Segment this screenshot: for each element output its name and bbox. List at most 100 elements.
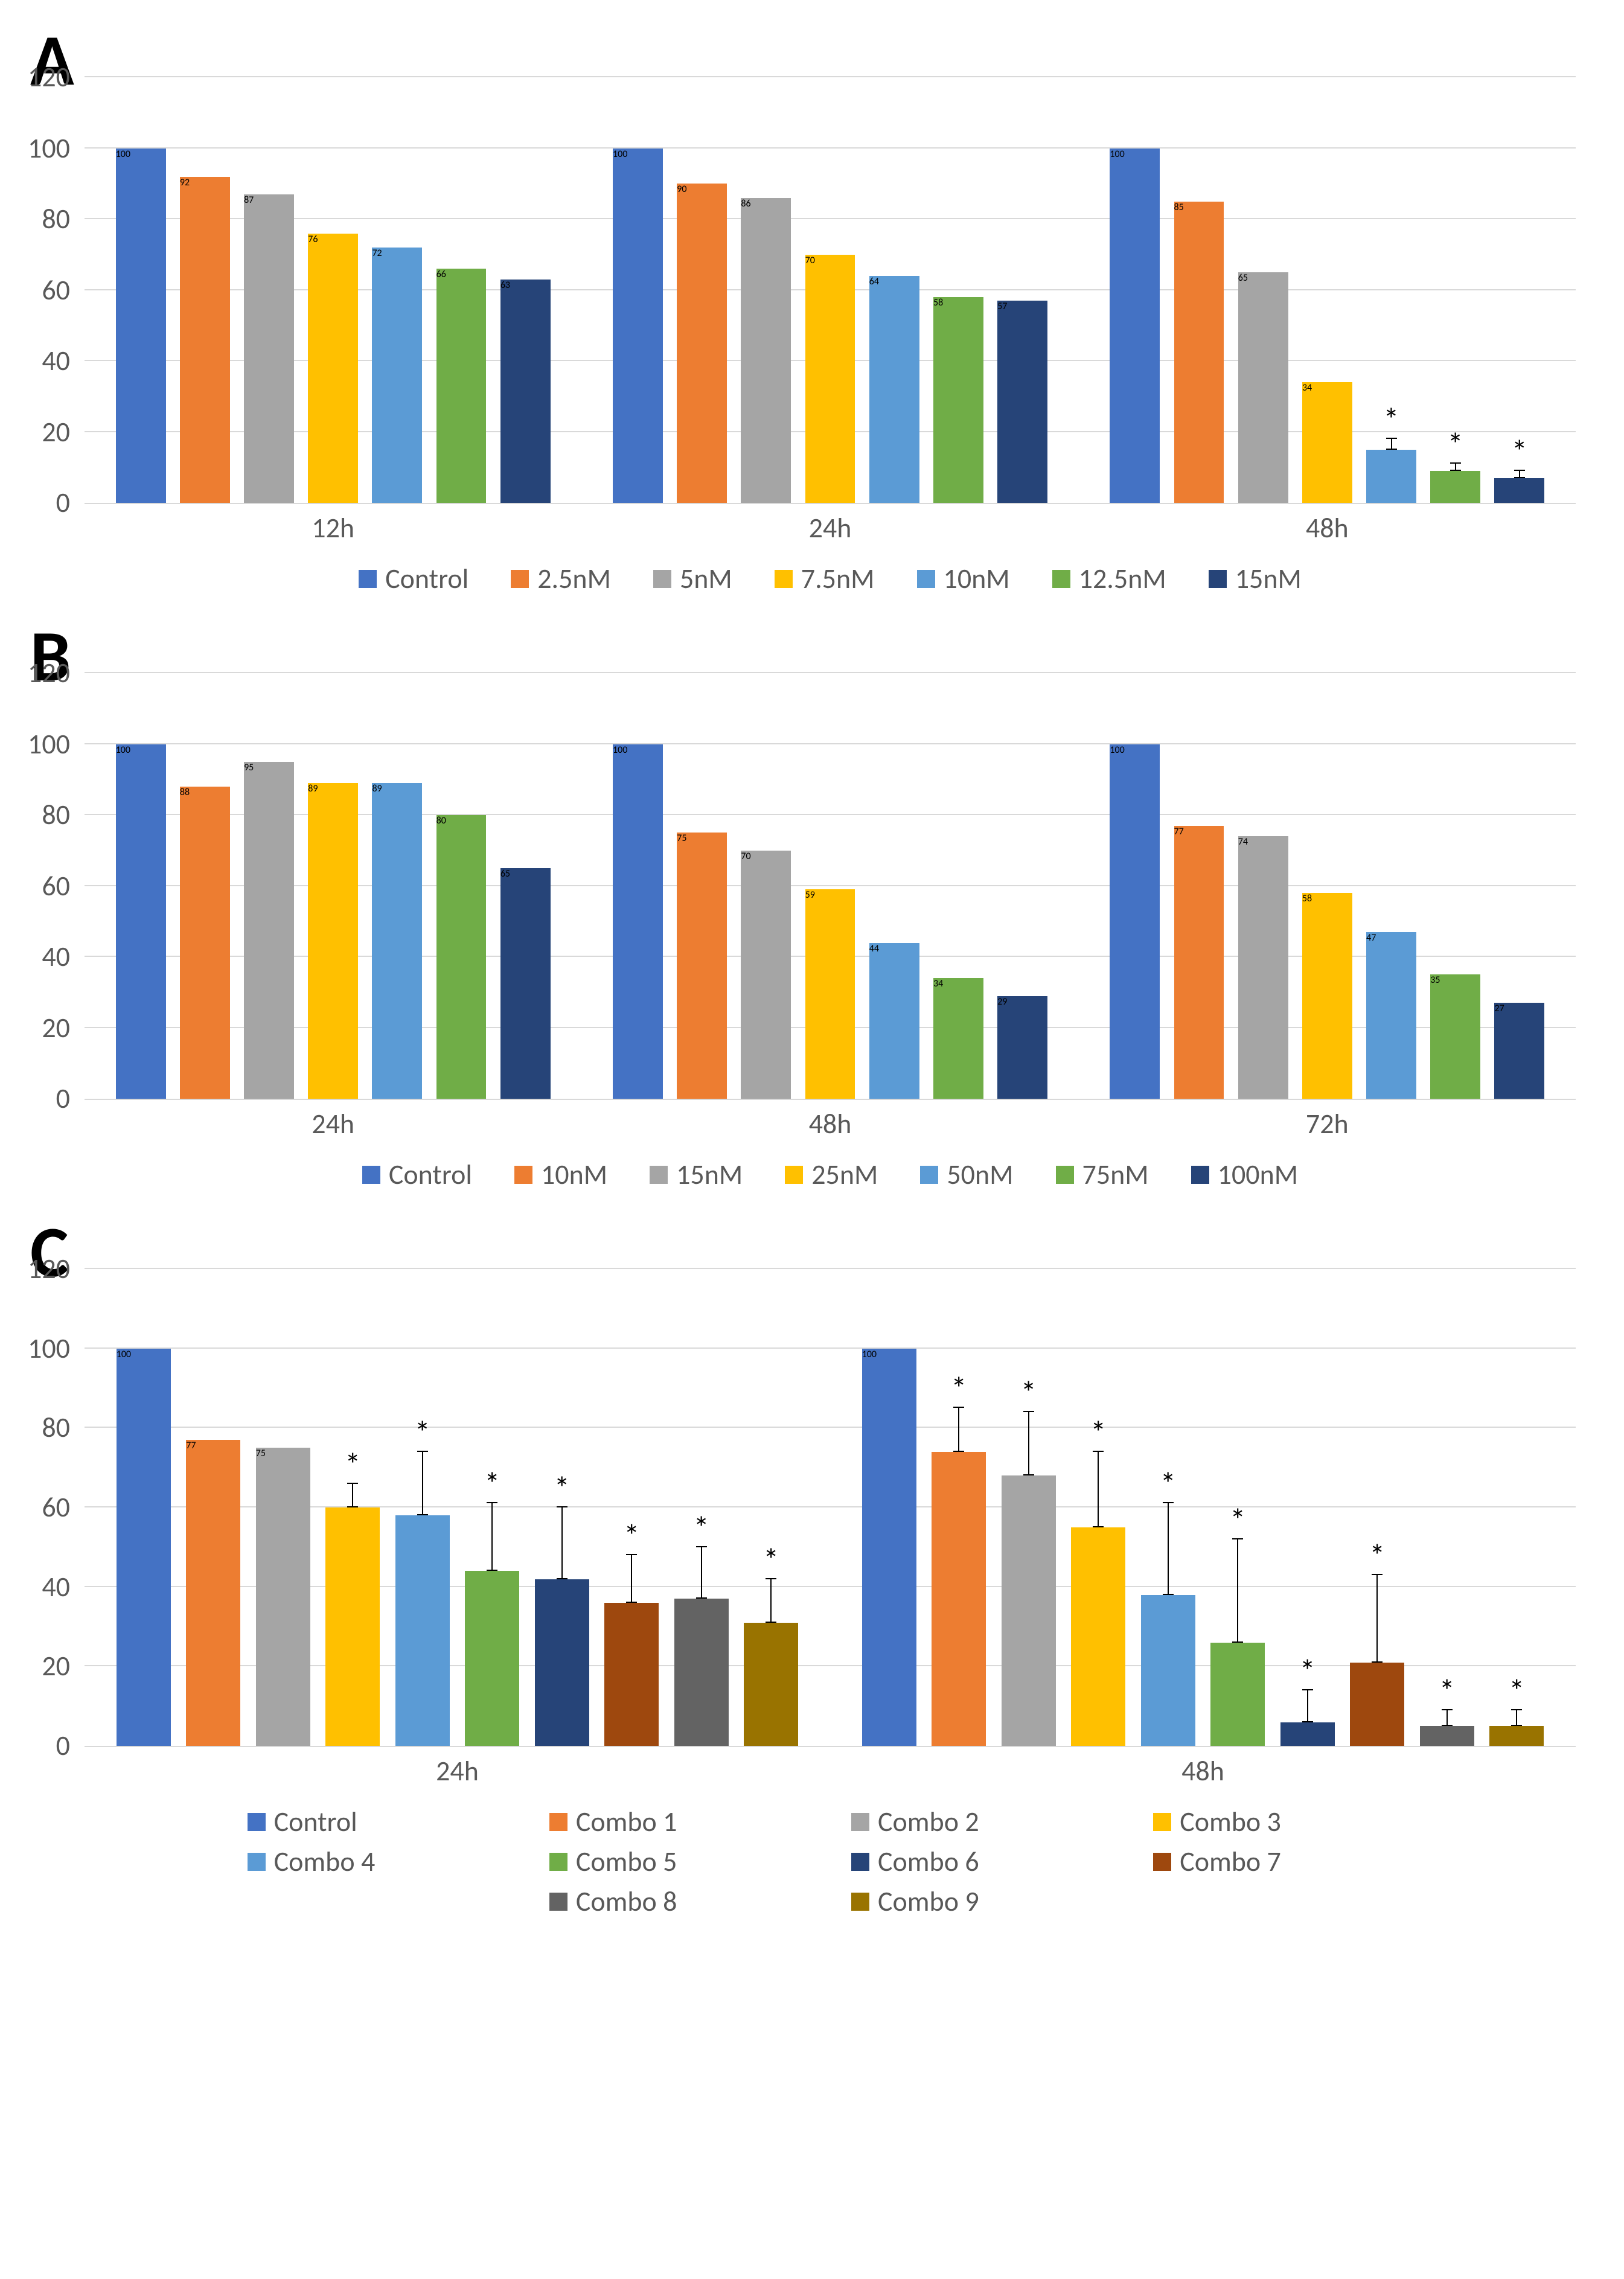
bar: * [1071,1527,1125,1746]
bar: 100 [116,149,166,503]
y-tick-label: 0 [56,1729,76,1763]
plot-area: 0204060801001201007775*******100********… [85,1270,1576,1747]
y-tick-label: 60 [42,273,76,307]
bar: * [1002,1475,1056,1746]
bar: * [604,1603,659,1746]
bar: 100 [862,1349,916,1746]
legend-swatch [1153,1813,1171,1831]
bar: * [395,1515,450,1746]
significance-marker: * [624,1520,639,1552]
y-tick-label: 120 [28,656,76,690]
error-bar-cap-bottom [1302,1721,1313,1722]
bar: * [1350,1663,1404,1746]
legend-swatch [1153,1853,1171,1871]
bar: 64 [869,276,919,503]
legend-label: Combo 6 [878,1845,979,1879]
bar: * [325,1507,380,1746]
bar: 100 [1110,149,1160,503]
y-tick-label: 100 [28,1332,76,1366]
bar-slot: * [1412,1270,1482,1746]
legend-item: Combo 9 [851,1885,1111,1919]
y-tick-label: 20 [42,1011,76,1045]
bar-slot: 100 [1103,78,1167,503]
significance-marker: * [1021,1377,1037,1408]
category-group: 100856534*** [1079,78,1576,503]
error-bar-cap-bottom [487,1570,497,1571]
bar-slot: * [388,1270,458,1746]
plot-area: 0204060801001201009287767266631009086706… [85,78,1576,504]
group-inner: 1007775******* [109,1270,806,1746]
bar: 100 [613,149,663,503]
x-tick-label: 48h [581,1107,1078,1141]
bar-slot: * [667,1270,737,1746]
error-bar-cap-bottom [1093,1526,1104,1527]
figure-root: A020406080100120100928776726663100908670… [0,0,1624,1979]
legend-label: 12.5nM [1079,562,1166,596]
legend-item: 5nM [653,562,732,596]
legend-item: 7.5nM [775,562,875,596]
legend-item: Control [359,562,468,596]
y-tick-label: 100 [28,727,76,761]
legend-swatch [248,1813,266,1831]
bar-slot: 44 [862,674,926,1099]
x-tick-label: 12h [85,511,581,545]
significance-marker: * [415,1417,430,1448]
bar: 63 [500,280,551,503]
chart: 0204060801001201007775*******100********… [85,1270,1576,1919]
bar-slot: 59 [798,674,862,1099]
bar: 89 [372,783,422,1099]
significance-marker: * [484,1468,500,1500]
bar: * [932,1452,986,1746]
bar: 75 [677,833,727,1099]
legend-item: Control [362,1158,472,1192]
bar: * [1420,1726,1474,1746]
bar: 100 [117,1349,171,1746]
group-inner: 100856534*** [1103,78,1552,503]
legend-label: 25nM [811,1158,878,1192]
bar-slot: 47 [1359,674,1423,1099]
significance-marker: * [763,1544,779,1576]
bar: 95 [244,762,294,1099]
bar-slot: 87 [237,78,301,503]
error-bar-cap-bottom [1372,1661,1383,1663]
error-bar-stem [1028,1412,1029,1475]
error-bar-stem [1376,1575,1378,1663]
bar: 34 [1302,382,1352,503]
error-bar-stem [631,1555,632,1603]
error-bar-stem [701,1547,702,1599]
group-inner: 100********* [854,1270,1552,1746]
category-group: 100777458473527 [1079,674,1576,1099]
bar: 90 [677,184,727,503]
legend-swatch [362,1166,380,1184]
bar-slot: 88 [173,674,237,1099]
y-tick-label: 120 [28,1252,76,1286]
significance-marker: * [1384,404,1399,435]
bar-slot: 70 [798,78,862,503]
error-bar-cap-bottom [1023,1474,1034,1475]
bar: * [744,1623,798,1746]
bar: 100 [613,744,663,1099]
bar-slot: * [1343,1270,1413,1746]
legend-item: Combo 8 [549,1885,809,1919]
y-tick-label: 120 [28,60,76,94]
bar-slot: 100 [109,78,173,503]
legend-item: Combo 4 [248,1845,507,1879]
bar: 88 [180,787,230,1099]
y-tick-label: 0 [56,1082,76,1116]
significance-marker: * [1369,1540,1385,1571]
legend-swatch [549,1813,567,1831]
error-bar-stem [1516,1710,1517,1726]
bar: 72 [372,248,422,503]
groups-row: 1007775*******100********* [85,1270,1576,1746]
error-bar-cap-bottom [953,1451,964,1452]
y-tick-label: 60 [42,1491,76,1524]
legend-swatch [511,570,529,588]
bar: 57 [997,301,1047,503]
significance-marker: * [1509,1675,1524,1707]
bar-slot: 75 [248,1270,318,1746]
bar: 34 [933,978,983,1099]
bar-slot: 89 [365,674,429,1099]
plot-area: 0204060801001201008895898980651007570594… [85,674,1576,1100]
bar-slot: 100 [1103,674,1167,1099]
bar-slot: 92 [173,78,237,503]
